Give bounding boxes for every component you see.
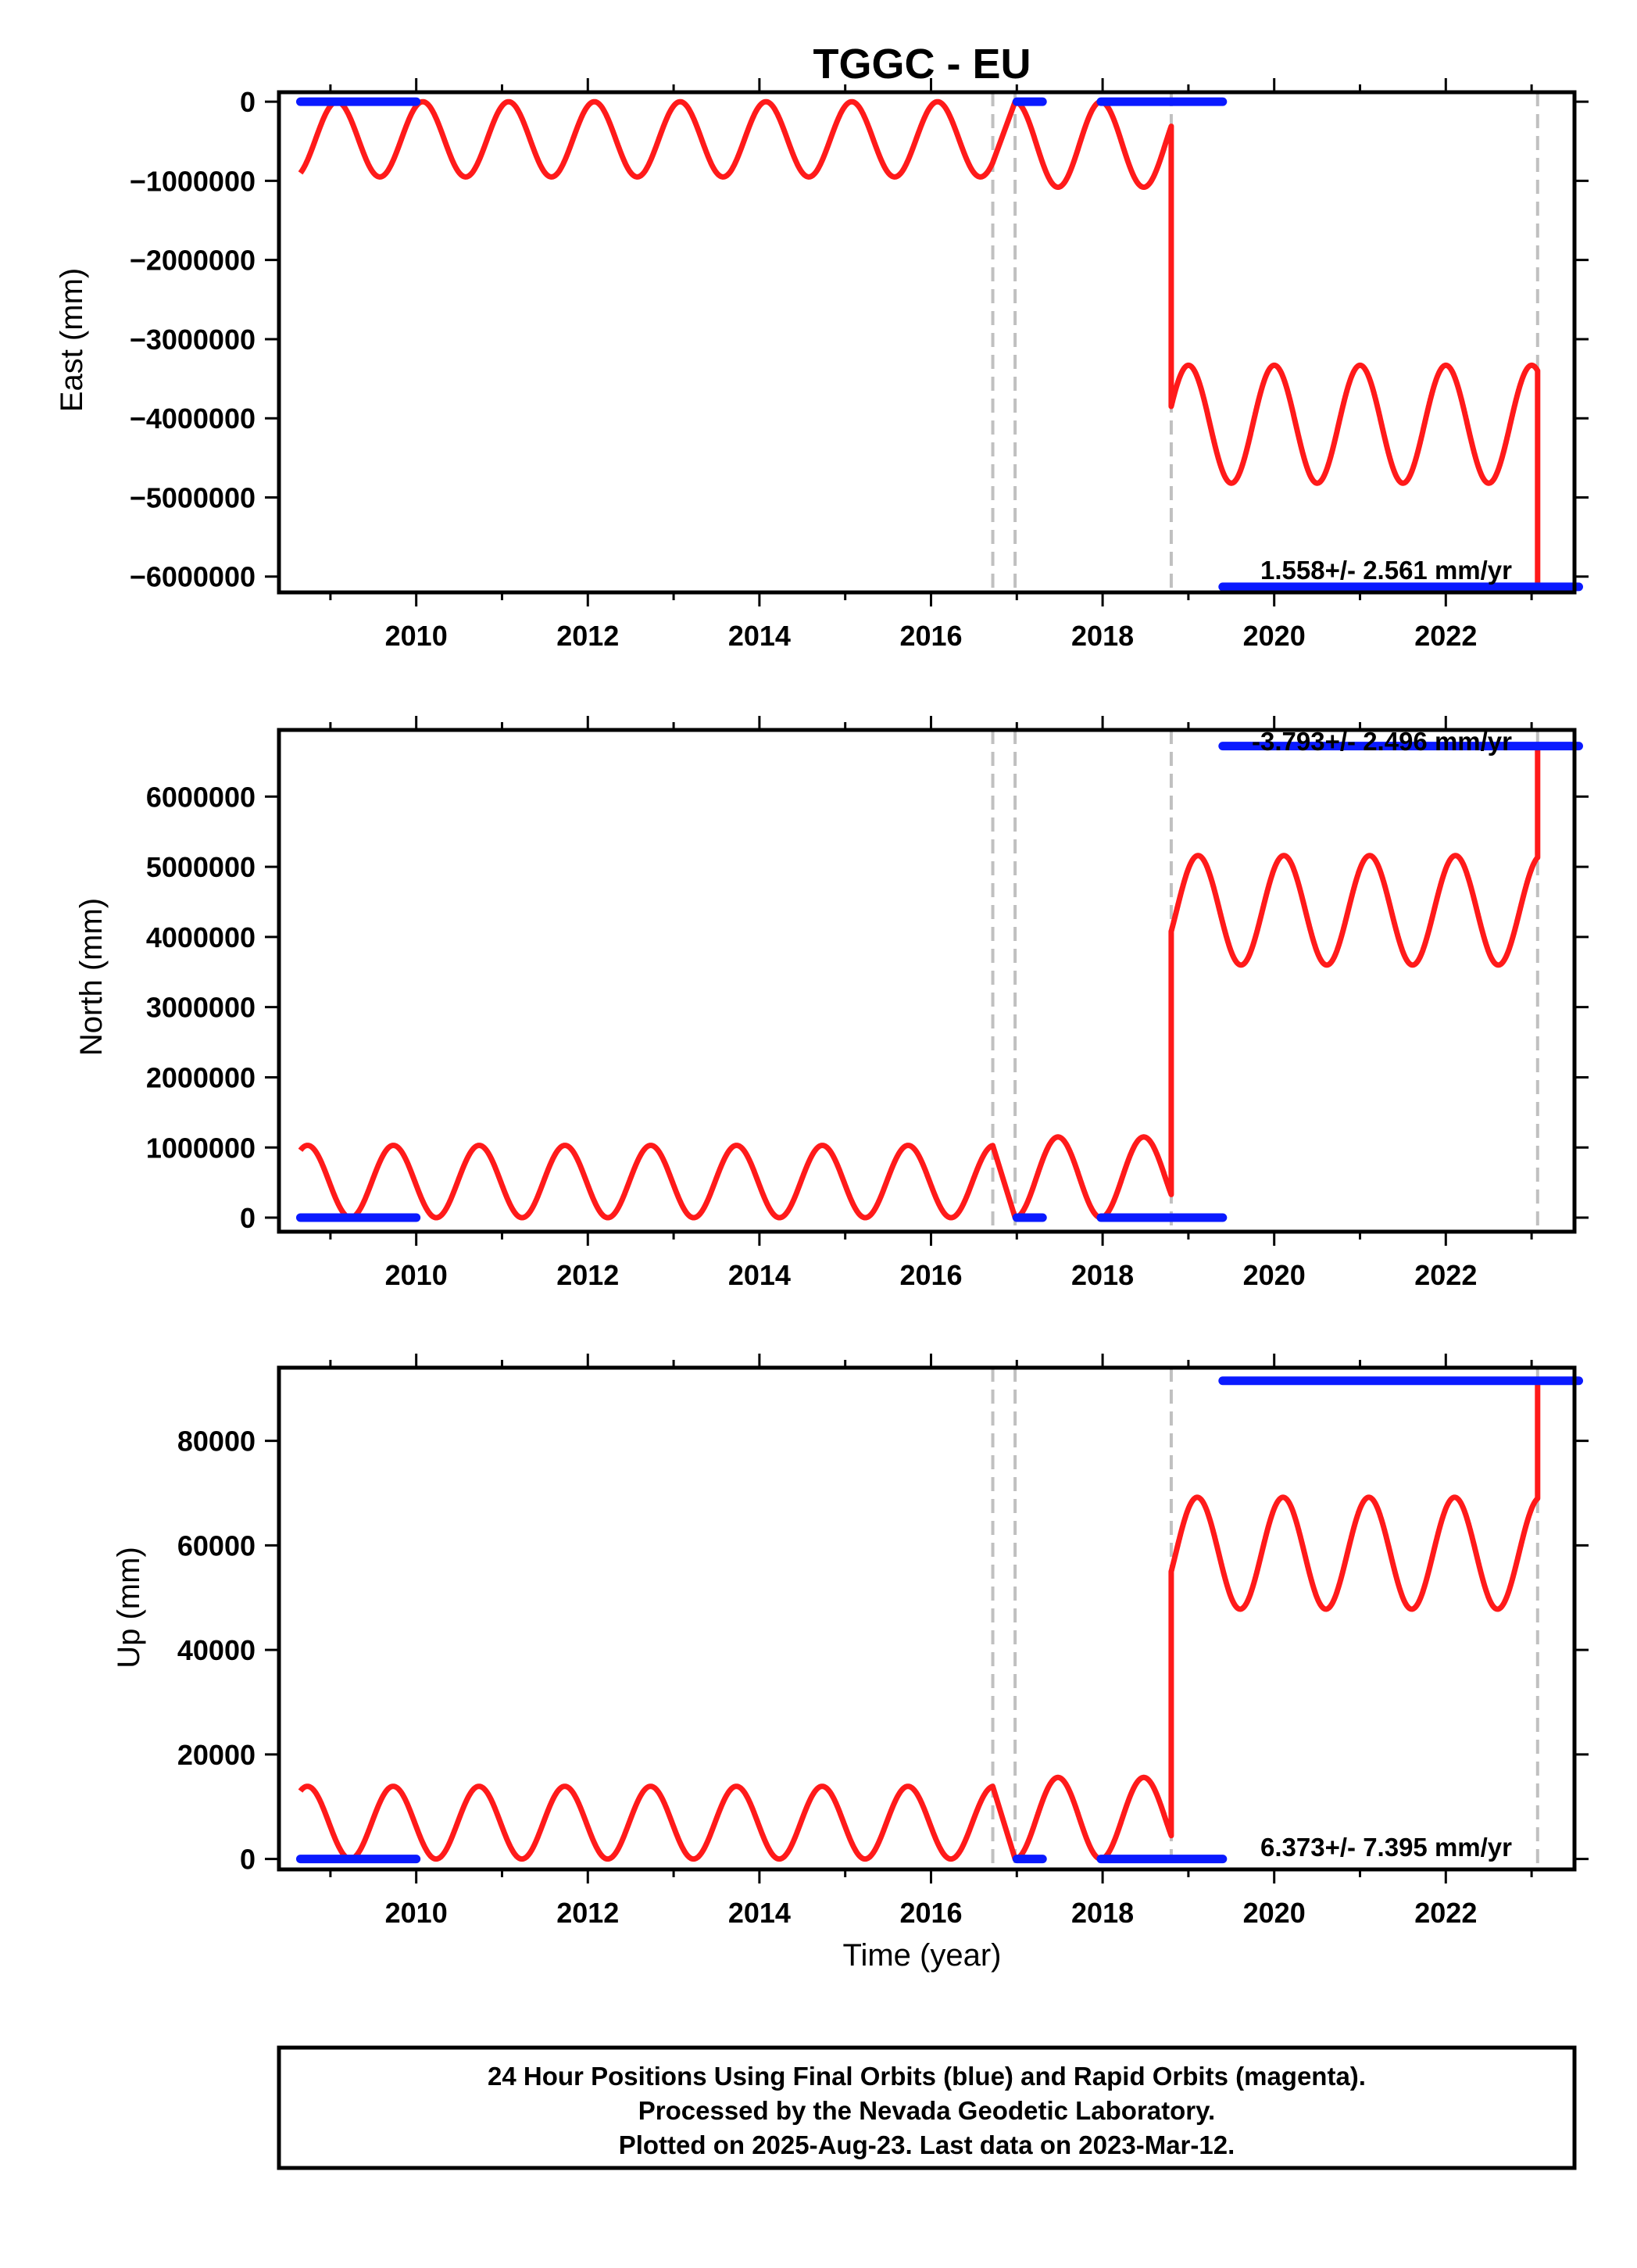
y-tick-label-north-2: 2000000 — [146, 1061, 256, 1093]
x-tick-label-up-2: 2014 — [728, 1897, 791, 1929]
x-tick-label-east-1: 2012 — [556, 620, 619, 652]
plot-east: 2010 2012 2014 2016 2018 2020 2022 0 −1000000 −20… — [130, 78, 1589, 652]
y-tick-label-east-0: 0 — [240, 86, 256, 118]
footer-line-1: 24 Hour Positions Using Final Orbits (bl… — [488, 2062, 1366, 2091]
x-tick-label-up-1: 2012 — [556, 1897, 619, 1929]
x-tick-label-north-5: 2020 — [1243, 1259, 1306, 1291]
y-tick-label-north-5: 5000000 — [146, 851, 256, 883]
x-tick-label-north-3: 2016 — [899, 1259, 962, 1291]
y-tick-label-east-1: −1000000 — [130, 165, 256, 197]
panel-up: Up (mm) 2010 2012 2014 2016 2018 2020 2022 0 200… — [112, 1354, 1589, 1929]
y-tick-label-north-6: 6000000 — [146, 781, 256, 813]
panel-east: East (mm) 2010 2012 2014 2016 2018 2020 2022 0 −… — [55, 78, 1589, 652]
panel-north: North (mm) 2010 2012 2014 2016 2018 2020 2022 0… — [74, 716, 1589, 1291]
chart-title: TGGC - EU — [813, 41, 1031, 88]
y-tick-label-up-1: 20000 — [177, 1739, 256, 1771]
y-tick-label-east-4: −4000000 — [130, 402, 256, 435]
plot-frame-up — [277, 1365, 1577, 1872]
y-tick-label-up-0: 0 — [240, 1844, 256, 1876]
x-tick-label-north-4: 2018 — [1071, 1259, 1134, 1291]
y-tick-label-up-2: 40000 — [177, 1634, 256, 1666]
x-tick-label-up-6: 2022 — [1414, 1897, 1477, 1929]
footer-line-3: Plotted on 2025-Aug-23. Last data on 202… — [619, 2130, 1235, 2159]
y-axis-label-east: East (mm) — [55, 268, 89, 412]
x-tick-label-east-2: 2014 — [728, 620, 791, 652]
y-tick-label-east-5: −5000000 — [130, 481, 256, 513]
y-tick-label-north-4: 4000000 — [146, 921, 256, 953]
x-tick-label-up-5: 2020 — [1243, 1897, 1306, 1929]
x-tick-label-north-0: 2010 — [385, 1259, 448, 1291]
y-tick-label-north-3: 3000000 — [146, 992, 256, 1024]
x-tick-label-north-1: 2012 — [556, 1259, 619, 1291]
y-tick-label-east-2: −2000000 — [130, 245, 256, 277]
y-axis-label-north: North (mm) — [74, 898, 109, 1056]
y-tick-label-east-6: −6000000 — [130, 561, 256, 593]
rate-label-up: 6.373+/- 7.395 mm/yr — [1260, 1833, 1512, 1862]
x-tick-label-east-5: 2020 — [1243, 620, 1306, 652]
plot-north: 2010 2012 2014 2016 2018 2020 2022 0 1000000 2000… — [146, 716, 1589, 1291]
y-tick-label-north-0: 0 — [240, 1202, 256, 1234]
model-line-up — [298, 1383, 1541, 1862]
rate-label-north: -3.793+/- 2.496 mm/yr — [1252, 727, 1512, 756]
y-tick-label-north-1: 1000000 — [146, 1132, 256, 1164]
plot-frame-east — [277, 90, 1577, 595]
y-tick-label-up-3: 60000 — [177, 1529, 256, 1561]
x-tick-label-north-6: 2022 — [1414, 1259, 1477, 1291]
footer-box: 24 Hour Positions Using Final Orbits (bl… — [277, 2045, 1577, 2170]
x-tick-label-up-4: 2018 — [1071, 1897, 1134, 1929]
y-tick-label-up-4: 80000 — [177, 1426, 256, 1458]
x-tick-label-east-4: 2018 — [1071, 620, 1134, 652]
x-tick-label-up-0: 2010 — [385, 1897, 448, 1929]
y-axis-label-up: Up (mm) — [112, 1547, 146, 1669]
x-tick-label-east-0: 2010 — [385, 620, 448, 652]
footer-line-2: Processed by the Nevada Geodetic Laborat… — [638, 2096, 1215, 2125]
plot-up: 2010 2012 2014 2016 2018 2020 2022 0 20000 40000 6… — [177, 1354, 1589, 1929]
x-axis-label: Time (year) — [843, 1938, 1002, 1973]
plot-frame-north — [277, 728, 1577, 1234]
rate-label-east: 1.558+/- 2.561 mm/yr — [1260, 556, 1512, 585]
model-line-north — [298, 747, 1541, 1221]
y-tick-label-east-3: −3000000 — [130, 324, 256, 356]
x-tick-label-up-3: 2016 — [899, 1897, 962, 1929]
model-line-east — [298, 98, 1541, 585]
x-tick-label-north-2: 2014 — [728, 1259, 791, 1291]
x-tick-label-east-6: 2022 — [1414, 620, 1477, 652]
x-tick-label-east-3: 2016 — [899, 620, 962, 652]
